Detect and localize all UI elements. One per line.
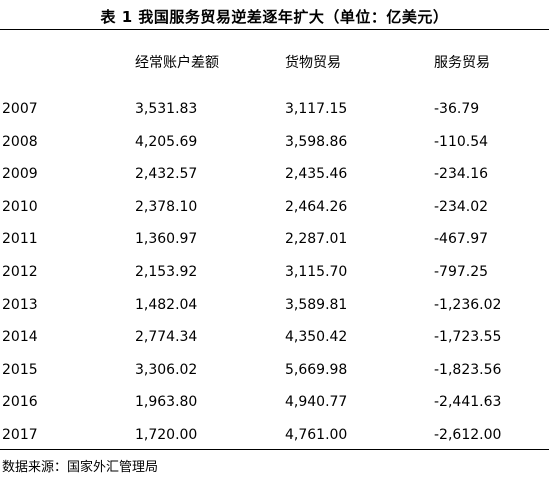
goods-trade-cell: 4,350.42 [285, 329, 348, 345]
services-trade-cell: -110.54 [434, 134, 489, 150]
goods-trade-cell: 3,117.15 [285, 101, 348, 117]
top-rule [0, 29, 549, 30]
year-cell: 2010 [2, 199, 38, 215]
goods-trade-cell: 2,435.46 [285, 166, 348, 182]
year-cell: 2016 [2, 394, 38, 410]
current-account-cell: 1,720.00 [135, 427, 198, 443]
bottom-rule [0, 449, 549, 450]
services-trade-cell: -1,236.02 [434, 297, 502, 313]
current-account-cell: 4,205.69 [135, 134, 198, 150]
current-account-cell: 1,963.80 [135, 394, 198, 410]
services-trade-cell: -234.16 [434, 166, 489, 182]
data-source-note: 数据来源：国家外汇管理局 [2, 460, 159, 475]
services-trade-cell: -2,612.00 [434, 427, 502, 443]
current-account-cell: 1,482.04 [135, 297, 198, 313]
goods-trade-cell: 3,115.70 [285, 264, 348, 280]
current-account-cell: 2,432.57 [135, 166, 198, 182]
current-account-cell: 3,531.83 [135, 101, 198, 117]
services-trade-cell: -36.79 [434, 101, 480, 117]
services-trade-cell: -1,823.56 [434, 362, 502, 378]
year-cell: 2013 [2, 297, 38, 313]
header-services-trade: 服务贸易 [434, 55, 490, 71]
current-account-cell: 2,153.92 [135, 264, 198, 280]
services-trade-cell: -234.02 [434, 199, 489, 215]
goods-trade-cell: 5,669.98 [285, 362, 348, 378]
goods-trade-cell: 4,761.00 [285, 427, 348, 443]
goods-trade-cell: 3,589.81 [285, 297, 348, 313]
current-account-cell: 3,306.02 [135, 362, 198, 378]
year-cell: 2015 [2, 362, 38, 378]
year-cell: 2007 [2, 101, 38, 117]
services-trade-cell: -797.25 [434, 264, 489, 280]
services-trade-cell: -467.97 [434, 231, 489, 247]
year-cell: 2014 [2, 329, 38, 345]
services-trade-cell: -2,441.63 [434, 394, 502, 410]
table-title: 表 1 我国服务贸易逆差逐年扩大（单位：亿美元） [100, 8, 449, 26]
goods-trade-cell: 4,940.77 [285, 394, 348, 410]
year-cell: 2012 [2, 264, 38, 280]
year-cell: 2009 [2, 166, 38, 182]
goods-trade-cell: 2,287.01 [285, 231, 348, 247]
current-account-cell: 2,774.34 [135, 329, 198, 345]
year-cell: 2017 [2, 427, 38, 443]
year-cell: 2011 [2, 231, 38, 247]
goods-trade-cell: 2,464.26 [285, 199, 348, 215]
current-account-cell: 1,360.97 [135, 231, 198, 247]
goods-trade-cell: 3,598.86 [285, 134, 348, 150]
current-account-cell: 2,378.10 [135, 199, 198, 215]
header-goods-trade: 货物贸易 [285, 55, 341, 71]
header-current-account: 经常账户差额 [135, 55, 219, 71]
services-trade-cell: -1,723.55 [434, 329, 502, 345]
year-cell: 2008 [2, 134, 38, 150]
